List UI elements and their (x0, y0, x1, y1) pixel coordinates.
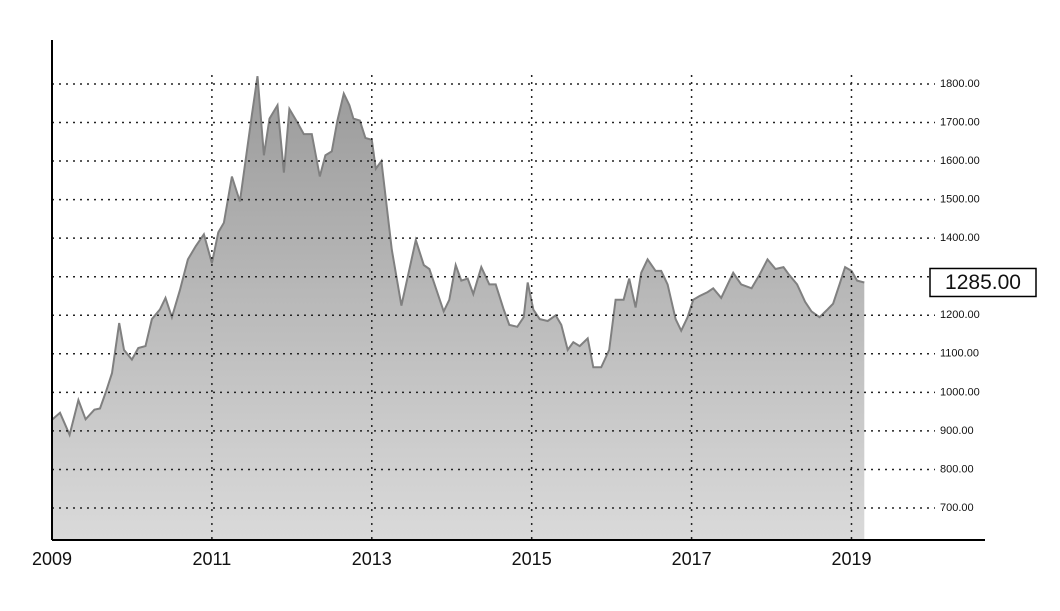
y-tick-label: 1800.00 (940, 78, 980, 90)
x-tick-label: 2019 (831, 549, 871, 569)
y-tick-label: 1500.00 (940, 194, 980, 206)
y-tick-label: 800.00 (940, 463, 974, 475)
y-tick-label: 1000.00 (940, 386, 980, 398)
x-tick-label: 2009 (32, 549, 72, 569)
y-tick-label: 1600.00 (940, 155, 980, 167)
y-tick-label: 1200.00 (940, 309, 980, 321)
x-tick-label: 2015 (512, 549, 552, 569)
x-tick-label: 2011 (193, 549, 232, 569)
y-tick-label: 1700.00 (940, 116, 980, 128)
last-value-box (929, 267, 1037, 298)
y-tick-label: 1100.00 (940, 348, 979, 360)
price-line (51, 76, 865, 438)
y-tick-label: 1400.00 (940, 232, 980, 244)
area-fill (52, 76, 865, 540)
x-tick-label: 2017 (672, 549, 712, 569)
y-tick-label: 900.00 (940, 425, 974, 437)
last-value-label: 1285.00 (945, 271, 1021, 294)
y-tick-label: 700.00 (940, 502, 974, 514)
x-tick-label: 2013 (352, 549, 392, 569)
